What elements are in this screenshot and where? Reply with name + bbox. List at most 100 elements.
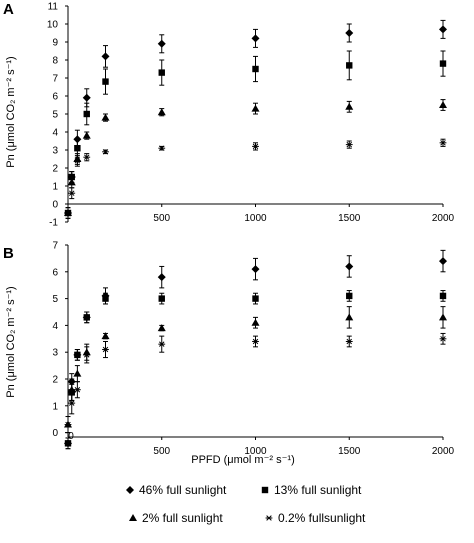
panel-b-point-diamond [251,265,260,274]
panel-a-point-asterisk [439,140,447,146]
panel-b-point-triangle [439,313,447,321]
panel-b-point-diamond [345,262,354,271]
panel-a-point-triangle [101,113,110,121]
panel-b-y-tick-label: 3 [52,348,58,359]
panel-a-y-tick-label: 8 [52,56,58,67]
panel-b-point-square [83,314,90,321]
panel-b-x-tick-label: 500 [153,446,170,457]
panel-a-point-asterisk [83,154,91,160]
panel-b-x-tick-label: 2000 [432,446,455,457]
legend-item-diamond: 46% full sunlight [126,483,227,497]
panel-a-point-diamond [345,29,354,37]
panel-a-y-tick-label: 3 [52,146,58,157]
panel-a-y-tick-label: 9 [52,38,58,49]
panel-b-point-diamond [157,273,166,282]
panel-a-point-asterisk [345,141,353,148]
panel-a-y-tick-label: 6 [52,92,58,103]
panel-a-point-square [83,110,90,118]
panel-a-y-tick-label: -1 [49,218,58,229]
panel-a-y-axis-title: Pn (μmol CO₂ m⁻² s⁻¹) [5,56,17,167]
panel-b-y-tick-label: 6 [52,267,58,278]
panel-b-y-tick-label: 4 [52,321,58,332]
panel-b-point-asterisk [158,341,166,347]
panel-b-y-tick-label: 7 [52,241,58,252]
legend-label: 2% full sunlight [142,511,223,525]
panel-a-series-asterisk [64,138,447,219]
panel-a-point-square [158,69,165,76]
panel-b-point-square [102,295,109,302]
legend: 46% full sunlight 13% full sunlight 2% ful… [126,483,366,525]
panel-a-x-tick-label: 1500 [338,213,361,224]
panel-a-point-asterisk [158,145,166,151]
panel-a-point-asterisk [73,158,81,164]
panel-b-point-diamond [439,257,447,266]
panel-b-x-tick-label: 1000 [244,446,267,457]
panel-b-point-triangle [157,324,166,332]
legend-marker-diamond [126,486,134,494]
panel-a-y-tick-label: 2 [52,164,58,175]
panel-a-point-asterisk [68,190,76,196]
panel-b-origin-label: 0 [68,431,74,442]
panel-a-y-tick-label: 11 [48,2,59,13]
panel-b-y-tick-label: 5 [52,294,58,305]
panel-a: A Pn (μmol CO₂ m⁻² s⁻¹) -1 0 1 2 3 4 5 6 7 8 9 10 11… [3,1,455,229]
panel-a-point-square [74,145,81,152]
panel-a-point-diamond [101,52,110,61]
panel-a-point-triangle [157,108,166,116]
panel-a-point-triangle [251,104,260,112]
panel-a-series-diamond [64,19,447,219]
panel-b-point-square [346,292,353,300]
panel-a-y-tick-label: 4 [52,128,58,139]
panel-b-series-asterisk [64,332,447,434]
panel-b-y-tick-label: 1 [52,401,58,412]
panel-a-point-square [102,78,109,85]
x-axis-title: PPFD (μmol m⁻² s⁻¹) [191,454,295,466]
panel-b-series-square [64,290,447,450]
panel-b-point-square [74,351,81,359]
panel-a-x-tick-label: 500 [153,213,170,224]
panel-a-point-diamond [82,93,91,102]
panel-b-series-triangle [64,306,447,434]
panel-b-point-asterisk [73,386,81,393]
panel-b-y-tick-label: 2 [52,375,58,386]
panel-b-point-square [439,292,447,300]
panel-a-x-tick-label: 2000 [432,213,455,224]
panel-a-point-triangle [82,131,91,139]
panel-b-point-square [64,440,72,447]
panel-b-point-triangle [345,313,354,321]
panel-b-point-square [252,295,259,302]
legend-label: 46% full sunlight [139,483,227,497]
panel-a-point-diamond [251,34,260,43]
panel-a-y-tick-label: 5 [52,110,58,121]
panel-a-point-triangle [439,101,447,108]
panel-a-point-asterisk [102,149,109,155]
legend-item-asterisk: 0.2% fullsunlight [265,511,366,525]
panel-a-point-diamond [439,25,447,34]
panel-b-y-tick-label: 0 [52,428,58,439]
panel-a-point-square [346,62,353,69]
panel-b-point-triangle [101,332,110,340]
panel-a-series-triangle [64,99,447,219]
panel-a-y-tick-label: 1 [52,182,58,193]
legend-item-triangle: 2% full sunlight [129,511,223,525]
panel-b-x-tick-label: 1500 [338,446,361,457]
panel-a-point-square [252,65,259,73]
panel-a-point-triangle [345,102,354,110]
panel-b-point-asterisk [83,352,91,358]
panel-b-point-asterisk [68,400,76,406]
panel-a-series-square [64,50,447,219]
panel-a-label: A [3,1,14,18]
panel-b-point-asterisk [102,346,109,353]
panel-b-point-asterisk [64,421,72,428]
panel-b-series-diamond [64,249,447,450]
panel-a-y-tick-label: 0 [52,200,58,211]
panel-b-point-square [158,295,165,302]
panel-a-point-square [439,60,447,67]
panel-b-point-triangle [73,369,82,377]
panel-b-point-triangle [67,385,76,393]
panel-b-label: B [3,245,14,262]
panel-b-point-triangle [251,318,260,326]
panel-a-point-asterisk [252,143,259,150]
panel-a-y-tick-label: 10 [47,20,59,31]
